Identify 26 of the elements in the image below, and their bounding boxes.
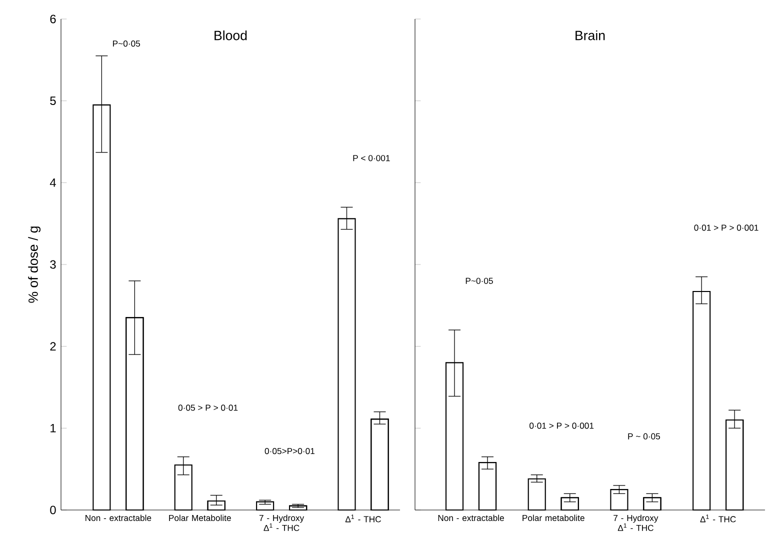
x-tick-label: Polar metabolite (522, 514, 584, 522)
x-tick-label: Non - extractable (438, 514, 504, 522)
x-tick-label: 7 - Hydroxy Δ$^{1}$ - THC (614, 514, 658, 531)
y-axis-title: % of dose / g (28, 226, 41, 303)
y-tick-label: 3 (50, 260, 56, 269)
annotation: 0·05>P>0·01 (264, 448, 314, 454)
y-tick-label: 6 (50, 14, 56, 24)
y-tick-label: 4 (50, 178, 56, 187)
y-tick-label: 2 (50, 342, 56, 351)
y-tick-label: 1 (50, 424, 56, 432)
annotation: P~0·05 (466, 278, 493, 284)
annotation: 0·01 > P > 0·001 (694, 224, 758, 231)
y-tick-label: 5 (50, 96, 56, 106)
x-tick-label: Δ$^{1}$ - THC (345, 514, 381, 522)
x-tick-label: Δ$^{1}$ - THC (700, 514, 736, 522)
annotation: P < 0·001 (353, 155, 390, 162)
annotation: 0·01 > P > 0·001 (530, 422, 594, 429)
annotation: P~0·05 (113, 40, 140, 47)
x-tick-label: Polar Metabolite (169, 514, 231, 522)
y-tick-label: 0 (50, 506, 56, 514)
x-tick-label: 7 - Hydroxy Δ$^{1}$ - THC (259, 514, 304, 531)
annotation: P ~ 0·05 (628, 433, 660, 440)
annotation: 0·05 > P > 0·01 (178, 404, 238, 411)
text: Blood (214, 30, 247, 40)
text: Brain (576, 30, 605, 40)
x-tick-label: Non - extractable (86, 514, 152, 522)
